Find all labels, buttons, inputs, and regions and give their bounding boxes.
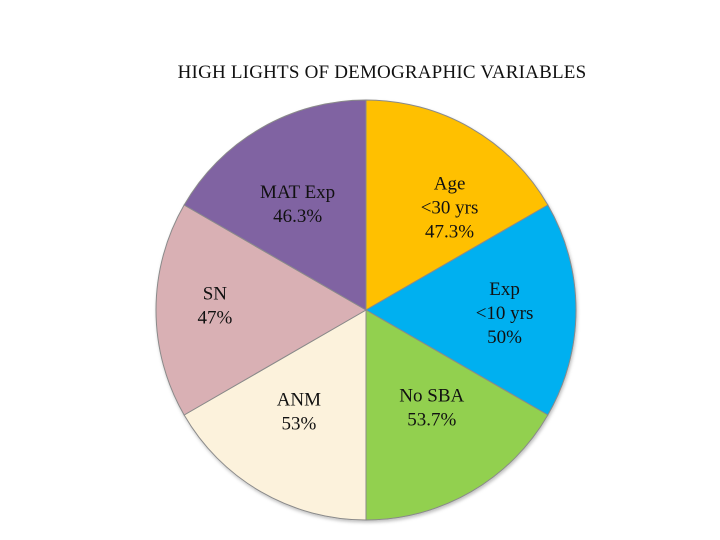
pie-labels: Age <30 yrs 47.3% Exp <10 yrs 50% No SBA 53.7% A…: [197, 173, 533, 434]
pie-slice-label-line: 46.3%: [273, 206, 322, 227]
pie-slice-0: [365, 99, 549, 311]
pie-slice-label-line: Age: [434, 173, 466, 194]
pie-slice-label-line: 53%: [281, 414, 316, 435]
pie-slice-label-line: 53.7%: [407, 409, 456, 430]
pie-slice-label-3: ANM 53%: [277, 390, 321, 435]
pie-slice-3: [183, 309, 367, 521]
pie-slice-label-line: Exp: [489, 279, 520, 300]
chart-title: HIGH LIGHTS OF DEMOGRAPHIC VARIABLES: [177, 62, 587, 83]
pie-slice-label-5: MAT Exp 46.3%: [260, 182, 335, 227]
pie-slice-1: [365, 204, 577, 416]
pie-slice-label-1: Exp <10 yrs 50%: [476, 279, 534, 348]
pie-slice-label-2: No SBA 53.7%: [399, 385, 464, 430]
pie-slice-5: [183, 99, 367, 311]
pie-slice-2: [365, 309, 549, 521]
pie-slice-label-line: SN: [203, 283, 228, 304]
pie-slice-label-line: <10 yrs: [476, 303, 534, 324]
pie-slice-label-line: 50%: [487, 327, 522, 348]
pie-slice-label-line: MAT Exp: [260, 182, 335, 203]
pie-slices: [155, 99, 577, 521]
pie-slice-4: [155, 204, 367, 416]
pie-slice-label-line: 47.3%: [425, 221, 474, 242]
pie-slice-label-0: Age <30 yrs 47.3%: [421, 173, 479, 242]
pie-slice-label-line: ANM: [277, 390, 321, 411]
pie-slice-label-line: No SBA: [399, 385, 464, 406]
pie-slice-label-4: SN 47%: [197, 283, 232, 328]
pie-slice-label-line: <30 yrs: [421, 197, 479, 218]
pie-slice-label-line: 47%: [197, 307, 232, 328]
